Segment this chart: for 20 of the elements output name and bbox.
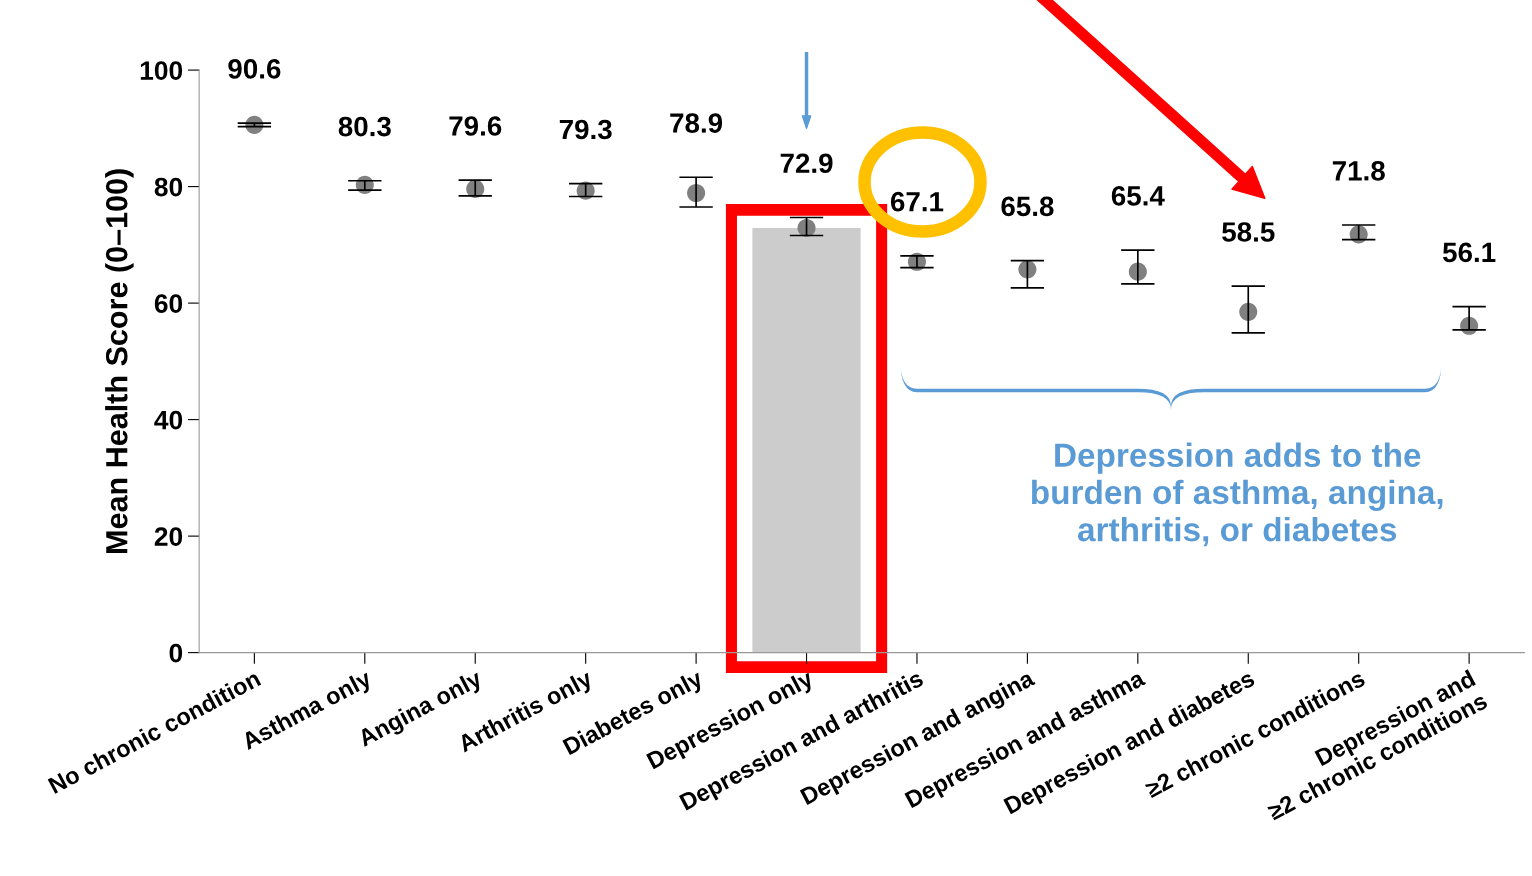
y-tick-label: 20 — [154, 527, 183, 546]
data-label: 71.8 — [1332, 160, 1385, 181]
y-tick-label: 80 — [154, 177, 183, 197]
data-label: 79.6 — [449, 116, 502, 136]
data-label: 58.5 — [1222, 222, 1275, 242]
y-tick-label: 100 — [140, 61, 183, 80]
y-tick-label: 40 — [154, 410, 183, 430]
data-label: 90.6 — [228, 59, 281, 79]
data-label: 79.3 — [559, 119, 612, 140]
y-axis-title: Mean Health Score (0–100) — [105, 169, 134, 553]
data-label: 56.1 — [1442, 242, 1496, 263]
data-label: 78.9 — [670, 113, 723, 133]
data-label: 67.1 — [890, 191, 944, 212]
data-label: 80.3 — [338, 116, 391, 137]
data-label: 72.9 — [780, 153, 833, 174]
data-label: 65.8 — [1001, 196, 1054, 217]
y-tick-label: 0 — [169, 643, 183, 663]
annotation: Depression adds to the burden of asthma, angina, arthritis, or diabetes — [1032, 442, 1443, 547]
data-label: 65.4 — [1111, 186, 1165, 206]
y-tick-label: 60 — [154, 294, 183, 313]
